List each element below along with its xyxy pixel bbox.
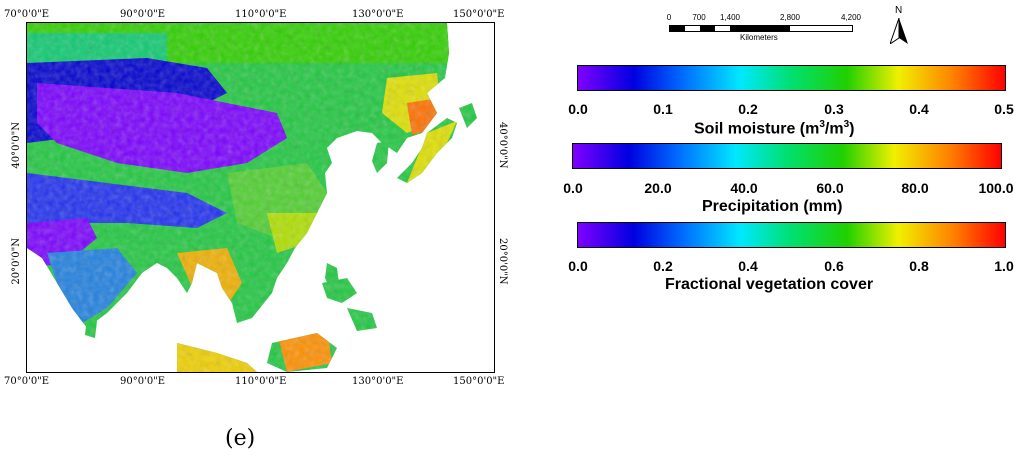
soil-tick-4: 0.4	[909, 101, 929, 117]
scale-tick-700: 700	[692, 13, 706, 22]
colorbar-precipitation	[572, 143, 1002, 169]
scale-tick-4200: 4,200	[840, 13, 862, 22]
lon-label-bottom-110: 110°0'0"E	[235, 376, 287, 387]
lon-label-bottom-90: 90°0'0"E	[120, 376, 166, 387]
precip-tick-5: 100.0	[978, 180, 1014, 196]
scale-bar-labels: 0 700 1,400 2,800 4,200	[660, 13, 862, 27]
lon-label-top-150: 150°0'0"E	[453, 9, 505, 20]
lon-label-bottom-150: 150°0'0"E	[453, 376, 505, 387]
soil-moisture-title: Soil moisture (m3/m3)	[694, 119, 855, 138]
lon-label-top-130: 130°0'0"E	[352, 9, 404, 20]
soil-tick-3: 0.3	[824, 101, 844, 117]
soil-tick-5: 0.5	[994, 101, 1014, 117]
fvc-tick-2: 0.4	[738, 258, 758, 274]
lat-label-right-40: 40°0'0"N	[497, 122, 508, 169]
scale-tick-2800: 2,800	[779, 13, 801, 22]
lon-label-bottom-70: 70°0'0"E	[4, 376, 50, 387]
north-letter: N	[895, 5, 903, 16]
scale-unit: Kilometers	[740, 33, 778, 42]
map-frame	[26, 22, 495, 373]
precipitation-title: Precipitation (mm)	[702, 198, 843, 215]
precip-tick-0: 0.0	[563, 180, 583, 196]
lon-label-top-110: 110°0'0"E	[235, 9, 287, 20]
scale-bar	[669, 25, 853, 32]
precip-tick-2: 40.0	[730, 180, 758, 196]
north-arrow-icon	[890, 18, 908, 44]
colorbar-fvc	[577, 222, 1006, 248]
lat-label-left-20: 20°0'0"N	[11, 238, 22, 285]
fvc-map	[27, 23, 477, 372]
lon-label-top-70: 70°0'0"E	[4, 9, 50, 20]
panel-label: (e)	[225, 426, 256, 451]
lat-label-left-40: 40°0'0"N	[11, 122, 22, 169]
fvc-tick-0: 0.0	[568, 258, 588, 274]
precip-tick-4: 80.0	[901, 180, 929, 196]
fvc-tick-3: 0.6	[824, 258, 844, 274]
land-area	[27, 23, 477, 372]
fvc-tick-1: 0.2	[653, 258, 673, 274]
lat-label-right-20: 20°0'0"N	[497, 238, 508, 285]
fvc-tick-4: 0.8	[909, 258, 929, 274]
fvc-title: Fractional vegetation cover	[665, 276, 874, 293]
scale-tick-0: 0	[666, 13, 672, 22]
precip-tick-3: 60.0	[816, 180, 844, 196]
scale-tick-1400: 1,400	[719, 13, 741, 22]
colorbar-soil-moisture	[577, 65, 1006, 91]
lon-label-bottom-130: 130°0'0"E	[352, 376, 404, 387]
soil-tick-0: 0.0	[568, 101, 588, 117]
soil-tick-2: 0.2	[738, 101, 758, 117]
fvc-tick-5: 1.0	[994, 258, 1014, 274]
lon-label-top-90: 90°0'0"E	[120, 9, 166, 20]
soil-tick-1: 0.1	[653, 101, 673, 117]
precip-tick-1: 20.0	[644, 180, 672, 196]
